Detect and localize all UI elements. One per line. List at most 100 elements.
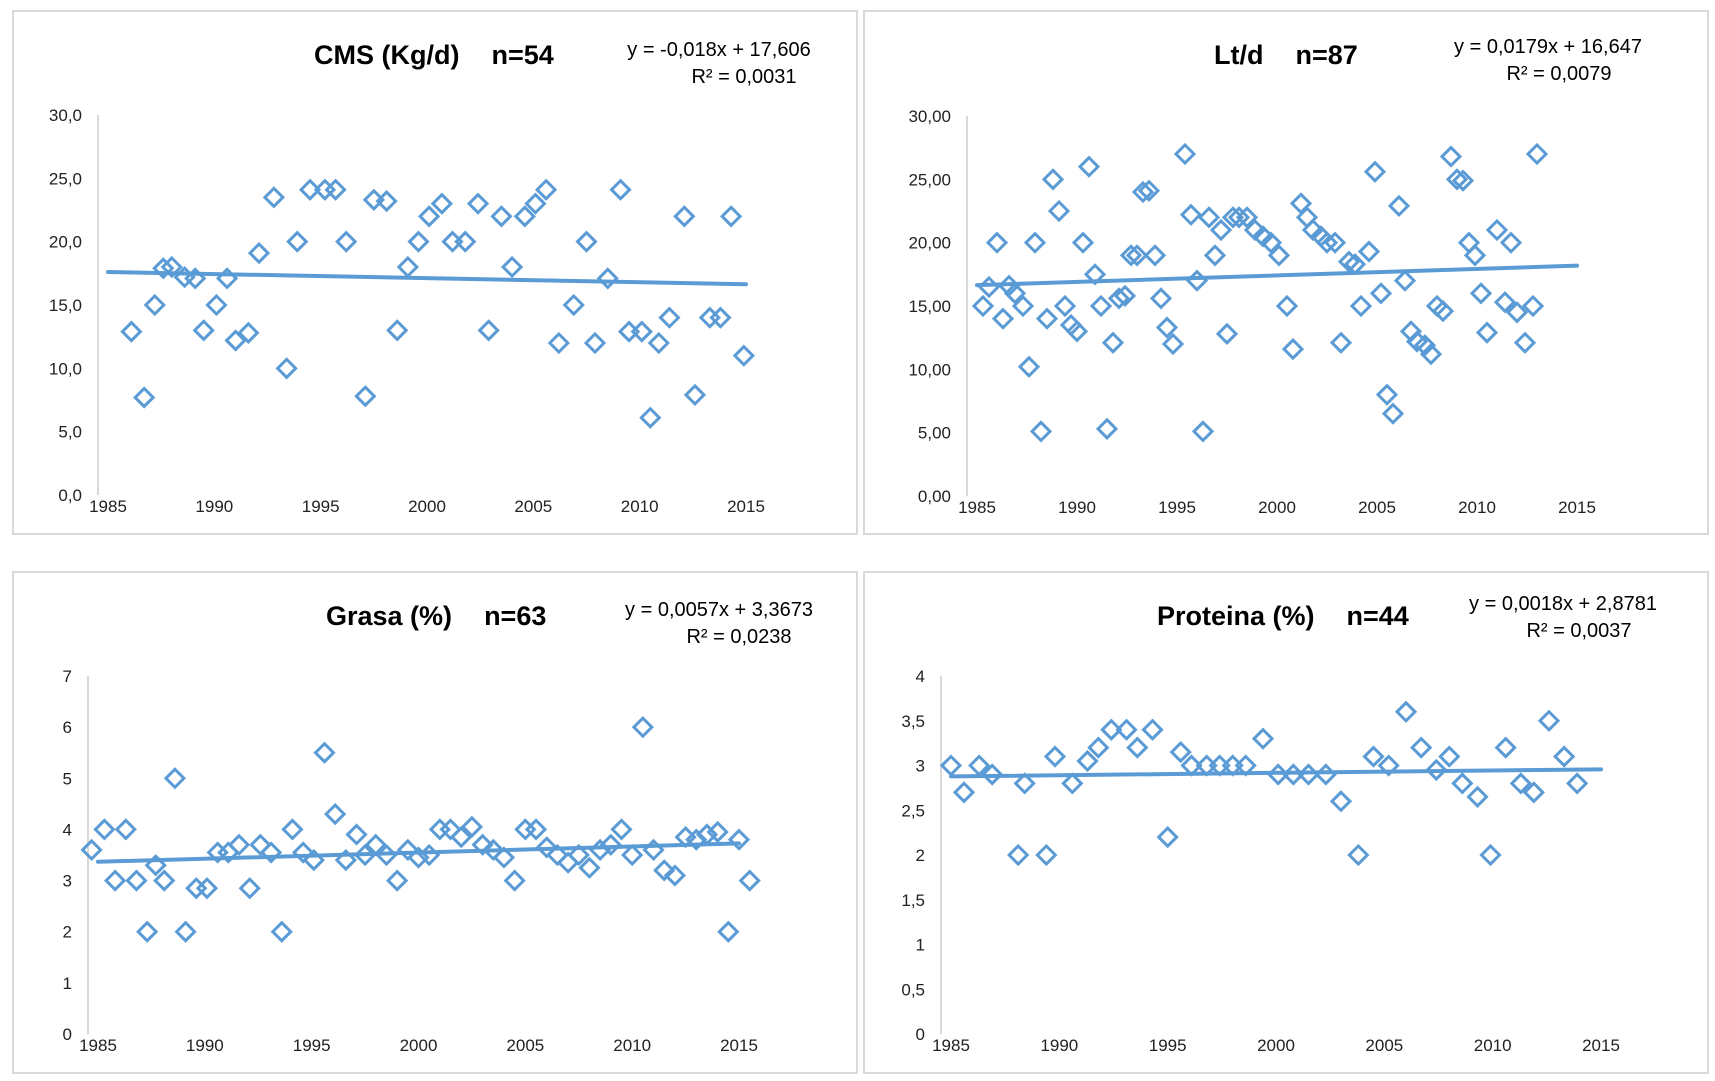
- r-squared-text: R² = 0,0079: [1506, 63, 1612, 85]
- x-tick-label: 1995: [293, 1036, 331, 1055]
- data-point-marker: [1197, 206, 1221, 229]
- data-point-marker: [364, 833, 387, 856]
- data-point-marker: [968, 754, 991, 777]
- data-point-marker: [396, 838, 419, 862]
- data-point-marker: [683, 383, 707, 407]
- data-point-marker: [1043, 745, 1067, 768]
- data-point-marker: [1493, 291, 1517, 314]
- x-tick-label: 1990: [1058, 498, 1096, 517]
- data-point-marker: [1425, 758, 1448, 782]
- data-point-marker: [1329, 790, 1353, 813]
- data-point-marker: [583, 331, 607, 355]
- data-point-marker: [706, 820, 729, 844]
- data-point-marker: [1251, 727, 1275, 750]
- data-point-marker: [1553, 745, 1576, 768]
- data-point-marker: [1438, 745, 1461, 768]
- scatter-plot-svg: 0,00 5,00 10,00 15,00 20,00 25,00 30,00 1985 199…: [908, 107, 1596, 517]
- data-point-marker: [695, 823, 719, 846]
- data-point-marker: [1362, 745, 1385, 768]
- data-point-marker: [1169, 740, 1192, 764]
- data-point-marker: [1234, 754, 1257, 777]
- trendline-equation: y = -0,018x + 17,606 R² = 0,0031: [604, 37, 834, 91]
- data-point-marker: [153, 869, 176, 892]
- y-tick-label: 5,0: [58, 423, 82, 442]
- x-tick-label: 2010: [613, 1036, 651, 1055]
- data-point-marker: [1445, 168, 1469, 191]
- scatter-plot-svg: 0,0 5,0 10,0 15,0 20,0 25,0 30,0 1985 1990 1995 20…: [49, 106, 765, 516]
- data-point-marker: [291, 841, 315, 864]
- scatter-plot-svg: 0 1 2 3 4 5 6 7 1985 1990 1995 2000 2005 2010 2015: [63, 667, 761, 1055]
- data-point-marker: [524, 192, 547, 215]
- data-point-marker: [418, 843, 441, 867]
- data-point-marker: [353, 843, 377, 867]
- data-point-marker: [575, 230, 598, 253]
- y-tick-label: 4: [916, 667, 925, 686]
- data-point-marker: [1061, 772, 1084, 795]
- data-point-marker: [1469, 282, 1493, 305]
- data-point-marker: [647, 331, 670, 355]
- data-point-marker: [247, 241, 271, 265]
- data-point-marker: [631, 716, 654, 739]
- x-tick-label: 1985: [958, 498, 996, 517]
- data-point-marker: [1457, 231, 1481, 254]
- data-point-marker: [195, 877, 219, 900]
- data-point-marker: [454, 230, 477, 253]
- data-point-marker: [345, 823, 368, 846]
- data-point-marker: [1149, 287, 1173, 310]
- data-point-marker: [1011, 294, 1035, 318]
- trendline: [96, 841, 741, 864]
- data-point-marker: [163, 767, 187, 790]
- data-point-marker: [727, 828, 751, 851]
- y-tick-label: 7: [63, 667, 72, 686]
- y-tick-label: 5,00: [918, 424, 951, 443]
- data-point-marker: [1089, 294, 1113, 318]
- y-tick-label: 0: [63, 1025, 72, 1044]
- data-point-marker: [1466, 785, 1489, 808]
- data-point-marker: [1394, 700, 1418, 723]
- data-point-marker: [224, 329, 247, 352]
- data-point-marker: [430, 192, 454, 215]
- data-point-marker: [709, 306, 732, 329]
- data-point-marker: [977, 275, 1001, 299]
- data-point-marker: [610, 818, 633, 841]
- data-point-marker: [1029, 420, 1053, 443]
- data-point-marker: [1113, 284, 1137, 307]
- data-point-marker: [1071, 231, 1095, 254]
- equation-text: y = 0,0179x + 16,647: [1454, 36, 1642, 58]
- y-tick-label: 1: [63, 974, 72, 993]
- x-tick-label: 2015: [1558, 498, 1596, 517]
- data-point-marker: [324, 178, 347, 201]
- data-point-marker: [143, 293, 166, 317]
- data-point-marker: [1337, 250, 1361, 273]
- data-point-marker: [477, 319, 500, 342]
- data-point-marker: [1267, 244, 1291, 267]
- data-point-marker: [952, 781, 976, 804]
- data-point-marker: [1566, 772, 1589, 795]
- data-point-marker: [1463, 244, 1487, 267]
- data-point-marker: [335, 230, 358, 253]
- data-point-marker: [1143, 244, 1167, 267]
- x-tick-label: 1985: [932, 1036, 970, 1055]
- data-point-marker: [313, 741, 336, 764]
- y-tick-label: 0,00: [918, 487, 951, 506]
- data-point-marker: [567, 843, 590, 867]
- data-point-marker: [160, 255, 183, 279]
- y-tick-label: 20,00: [908, 234, 951, 253]
- chart-title-label: Lt/d: [1214, 40, 1264, 70]
- y-tick-label: 10,0: [49, 359, 82, 378]
- data-point-marker: [1413, 334, 1437, 357]
- chart-n-label: n=63: [484, 601, 547, 631]
- data-point-marker: [685, 828, 708, 851]
- r-squared-text: R² = 0,0031: [691, 66, 797, 88]
- data-point-marker: [324, 802, 347, 826]
- chart-panel-proteina: Proteina (%) n=44 y = 0,0018x + 2,8781 R²…: [863, 571, 1709, 1074]
- scatter-plot-svg: 0 0,5 1 1,5 2 2,5 3 3,5 4 1985 1990 1995 2000 2005 201…: [901, 667, 1620, 1055]
- data-point-marker: [547, 331, 570, 355]
- data-point-marker: [1377, 754, 1400, 777]
- trendline: [975, 263, 1579, 288]
- data-point-marker: [663, 864, 687, 887]
- data-point-marker: [1369, 282, 1393, 305]
- data-point-marker: [375, 843, 398, 867]
- data-point-marker: [1259, 231, 1283, 254]
- y-tick-label: 20,0: [49, 233, 82, 252]
